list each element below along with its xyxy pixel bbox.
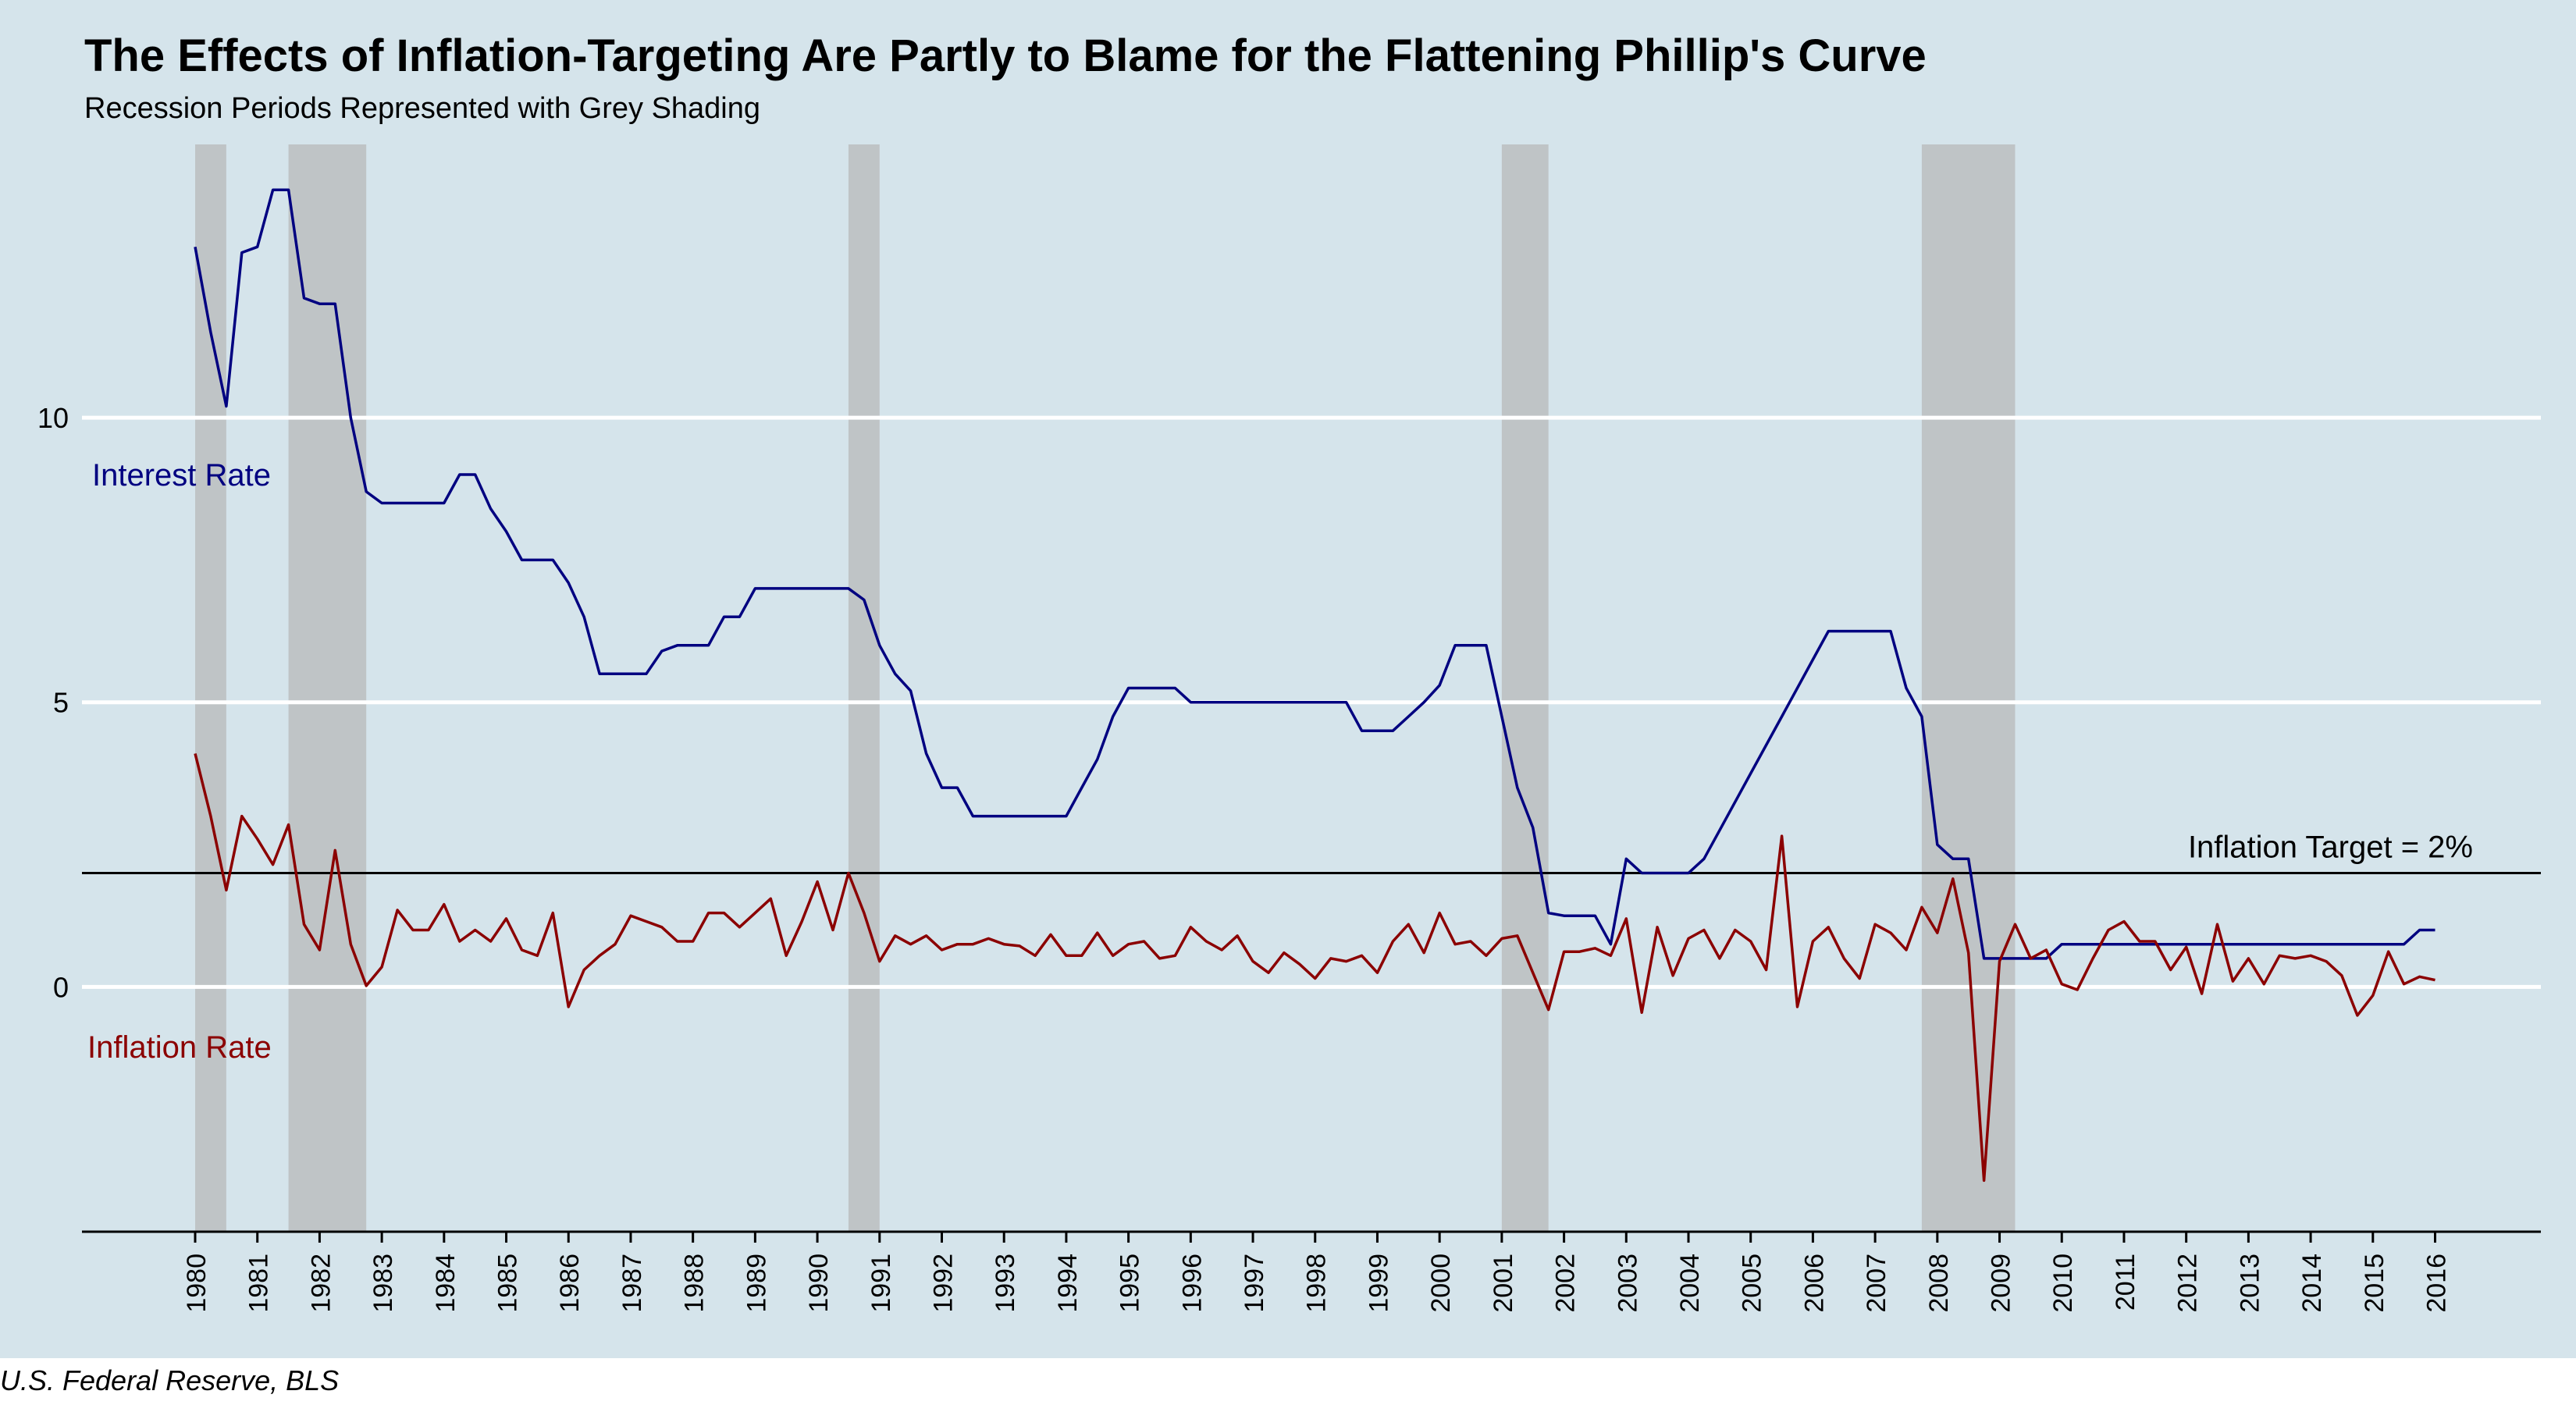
x-tick-label-2004: 2004 bbox=[1675, 1254, 1705, 1313]
x-tick-label-2008: 2008 bbox=[1924, 1254, 1954, 1313]
x-tick-label-2006: 2006 bbox=[1799, 1254, 1829, 1313]
line-chart: Inflation Target = 2% Interest Rate Infl… bbox=[37, 144, 2541, 1313]
x-tick-label-2009: 2009 bbox=[1987, 1254, 2016, 1313]
x-tick-label-1980: 1980 bbox=[182, 1254, 212, 1313]
x-tick-label-2005: 2005 bbox=[1738, 1254, 1767, 1313]
x-tick-label-1995: 1995 bbox=[1115, 1254, 1145, 1313]
x-tick-label-2015: 2015 bbox=[2360, 1254, 2389, 1313]
y-tick-label-5: 5 bbox=[53, 687, 69, 719]
x-tick-label-1991: 1991 bbox=[866, 1254, 896, 1313]
chart-title: The Effects of Inflation-Targeting Are P… bbox=[84, 30, 1927, 81]
recession-band-3 bbox=[848, 144, 880, 1232]
x-tick-label-2000: 2000 bbox=[1426, 1254, 1456, 1313]
x-tick-label-1986: 1986 bbox=[555, 1254, 585, 1313]
interest-rate-line bbox=[194, 188, 2435, 960]
x-tick-label-2013: 2013 bbox=[2235, 1254, 2265, 1313]
x-tick-label-1988: 1988 bbox=[680, 1254, 710, 1313]
x-tick-label-1999: 1999 bbox=[1364, 1254, 1393, 1313]
x-tick-label-1982: 1982 bbox=[306, 1254, 336, 1313]
x-axis: 1980 1981 1982 1983 1984 1985 1986 1987 1988 1989… bbox=[82, 1230, 2541, 1313]
x-tick-label-2011: 2011 bbox=[2111, 1254, 2140, 1311]
chart-subtitle: Recession Periods Represented with Grey … bbox=[84, 92, 761, 125]
x-tick-label-1985: 1985 bbox=[493, 1254, 523, 1313]
x-tick-label-2007: 2007 bbox=[1862, 1254, 1891, 1313]
recession-shading-group bbox=[195, 144, 2016, 1232]
x-tick-label-1990: 1990 bbox=[804, 1254, 834, 1313]
x-tick-label-2016: 2016 bbox=[2421, 1254, 2451, 1313]
x-tick-label-2001: 2001 bbox=[1489, 1254, 1518, 1313]
x-tick-label-1992: 1992 bbox=[928, 1254, 958, 1313]
x-tick-label-1987: 1987 bbox=[617, 1254, 647, 1313]
x-tick-label-1983: 1983 bbox=[368, 1254, 398, 1313]
recession-band-5 bbox=[1921, 144, 2016, 1232]
recession-band-2 bbox=[288, 144, 367, 1232]
series-label-inflation-rate: Inflation Rate bbox=[87, 1030, 272, 1065]
x-tick-label-1997: 1997 bbox=[1240, 1254, 1269, 1313]
recession-band-1 bbox=[195, 144, 226, 1232]
source-caption: U.S. Federal Reserve, BLS bbox=[0, 1364, 340, 1396]
caption-strip bbox=[0, 1358, 2576, 1405]
x-tick-label-2014: 2014 bbox=[2297, 1254, 2327, 1313]
x-tick-label-2002: 2002 bbox=[1551, 1254, 1581, 1313]
recession-band-4 bbox=[1501, 144, 1549, 1232]
x-tick-label-2003: 2003 bbox=[1613, 1254, 1642, 1313]
x-tick-label-1989: 1989 bbox=[742, 1254, 771, 1313]
x-tick-label-1994: 1994 bbox=[1053, 1254, 1083, 1313]
y-axis-tick-labels: 0 5 10 bbox=[37, 402, 69, 1003]
x-tick-label-1984: 1984 bbox=[431, 1254, 461, 1313]
chart-background bbox=[0, 0, 2576, 1358]
series-label-interest-rate: Interest Rate bbox=[92, 458, 271, 493]
inflation-rate-line bbox=[194, 752, 2435, 1183]
inflation-target-label: Inflation Target = 2% bbox=[2188, 831, 2473, 865]
x-tick-label-1981: 1981 bbox=[244, 1254, 274, 1313]
y-tick-label-0: 0 bbox=[53, 971, 69, 1003]
x-tick-label-1993: 1993 bbox=[991, 1254, 1020, 1313]
x-tick-label-2012: 2012 bbox=[2173, 1254, 2203, 1313]
y-tick-label-10: 10 bbox=[37, 402, 69, 434]
series-lines bbox=[194, 188, 2435, 1183]
x-tick-label-1996: 1996 bbox=[1177, 1254, 1207, 1313]
x-tick-label-2010: 2010 bbox=[2048, 1254, 2078, 1313]
x-tick-label-1998: 1998 bbox=[1302, 1254, 1332, 1313]
